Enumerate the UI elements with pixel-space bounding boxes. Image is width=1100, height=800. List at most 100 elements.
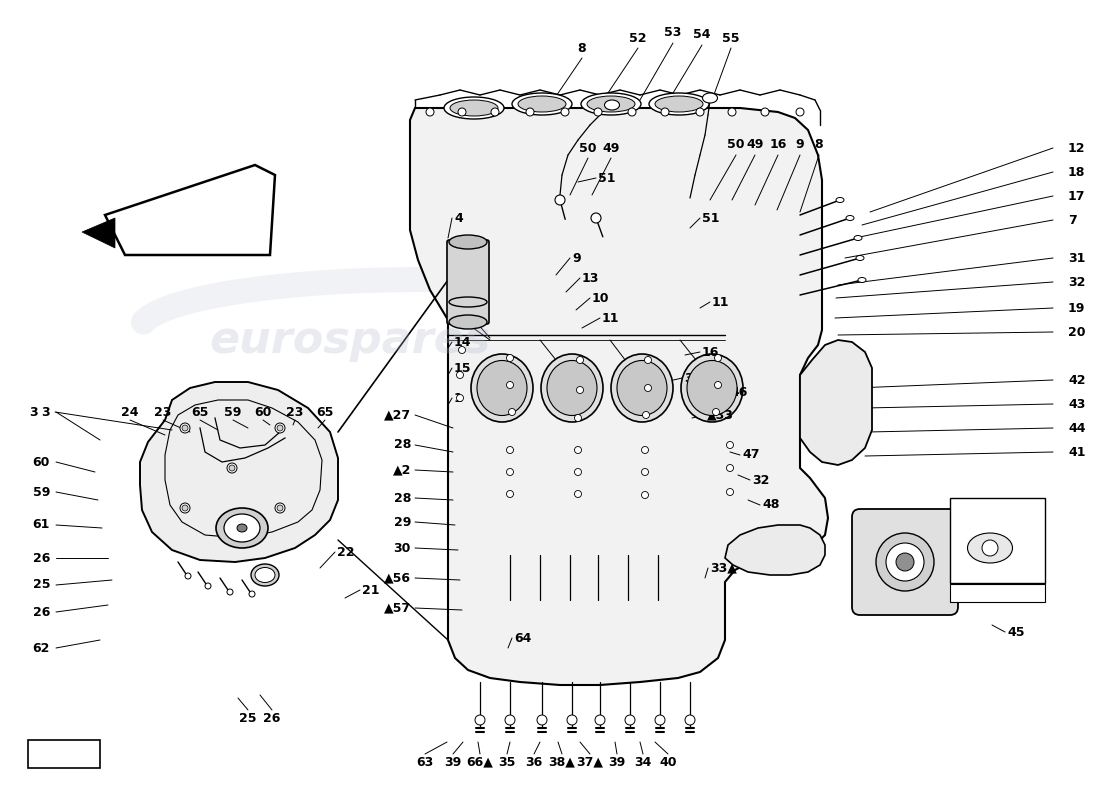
Text: 60: 60 [254,406,272,418]
Circle shape [566,715,578,725]
Circle shape [726,489,734,495]
Circle shape [249,591,255,597]
Text: 42: 42 [1068,374,1086,386]
Text: 63: 63 [417,755,433,769]
Circle shape [982,540,998,556]
Text: 24: 24 [121,406,139,418]
Text: 8: 8 [815,138,823,151]
Circle shape [229,465,235,471]
Ellipse shape [255,567,275,582]
Ellipse shape [581,93,641,115]
Text: 38▲: 38▲ [549,755,575,769]
Text: 55: 55 [723,31,739,45]
Ellipse shape [654,96,703,112]
Circle shape [491,108,499,116]
Circle shape [796,108,804,116]
Circle shape [728,108,736,116]
Circle shape [459,346,465,354]
Text: 51: 51 [702,211,719,225]
Text: 16: 16 [702,346,719,358]
Text: 39: 39 [444,755,462,769]
Text: 4: 4 [454,211,463,225]
Circle shape [591,213,601,223]
Polygon shape [104,165,275,255]
Ellipse shape [688,361,737,415]
Text: 50: 50 [580,142,596,154]
Ellipse shape [605,100,619,110]
Ellipse shape [587,96,635,112]
Circle shape [182,425,188,431]
Text: 20: 20 [1068,326,1086,338]
Circle shape [182,505,188,511]
Text: 49: 49 [603,142,619,154]
Text: 48: 48 [762,498,780,511]
Text: 3: 3 [30,406,38,418]
Ellipse shape [968,533,1012,563]
Circle shape [459,317,465,323]
Circle shape [713,409,719,415]
Circle shape [594,108,602,116]
Ellipse shape [512,93,572,115]
Ellipse shape [450,100,498,116]
FancyBboxPatch shape [950,584,1045,602]
Circle shape [277,425,283,431]
Text: 5: 5 [454,242,463,254]
Text: 40: 40 [659,755,676,769]
Circle shape [227,463,236,473]
Text: 46: 46 [730,386,747,398]
FancyBboxPatch shape [28,740,100,768]
Ellipse shape [444,97,504,119]
Text: 9: 9 [572,251,581,265]
Circle shape [576,386,583,394]
Circle shape [574,490,582,498]
Text: 43: 43 [1068,398,1086,410]
Circle shape [456,371,463,378]
Text: 30: 30 [394,542,411,554]
Circle shape [661,108,669,116]
Circle shape [277,505,283,511]
Circle shape [458,108,466,116]
Ellipse shape [477,361,527,415]
Text: 51: 51 [598,171,616,185]
Text: 60: 60 [33,455,50,469]
Circle shape [456,394,463,402]
Text: 17: 17 [1068,190,1086,202]
Ellipse shape [610,354,673,422]
Circle shape [275,423,285,433]
Text: 9: 9 [795,138,804,151]
Text: 15: 15 [454,362,472,374]
Circle shape [595,715,605,725]
Ellipse shape [858,278,866,282]
Ellipse shape [449,235,487,249]
Text: 45: 45 [1006,626,1024,638]
Text: 25: 25 [240,711,256,725]
Ellipse shape [518,96,567,112]
Circle shape [506,446,514,454]
Circle shape [574,414,582,422]
Polygon shape [725,525,825,575]
Text: 10: 10 [592,291,609,305]
Circle shape [185,573,191,579]
Text: 8: 8 [578,42,586,54]
Ellipse shape [236,524,248,532]
Ellipse shape [896,553,914,571]
Text: ▲2: ▲2 [393,463,411,477]
Text: 3: 3 [42,406,50,418]
Circle shape [715,382,722,389]
Text: 65: 65 [317,406,333,418]
Ellipse shape [617,361,667,415]
Circle shape [574,469,582,475]
Circle shape [576,357,583,363]
Text: 23: 23 [286,406,304,418]
Text: 34: 34 [635,755,651,769]
Text: 59: 59 [224,406,242,418]
Text: 66▲: 66▲ [466,755,494,769]
Circle shape [642,411,649,418]
Polygon shape [82,218,116,248]
Text: 28: 28 [394,438,411,451]
Text: 64: 64 [514,631,531,645]
Ellipse shape [547,361,597,415]
Text: 18: 18 [1068,166,1086,178]
Text: 28: 28 [394,491,411,505]
Text: ▲33: ▲33 [707,409,734,422]
